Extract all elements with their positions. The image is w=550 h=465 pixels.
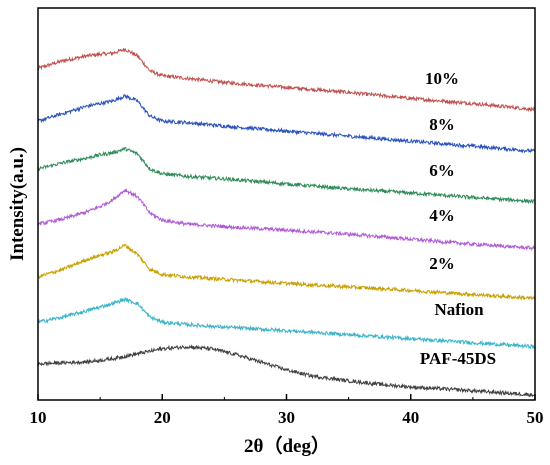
series-line-paf-45ds bbox=[37, 344, 536, 398]
series-label-6-: 6% bbox=[429, 161, 455, 180]
series-label-nafion: Nafion bbox=[434, 300, 484, 319]
x-tick-label: 40 bbox=[402, 408, 419, 427]
series-line-6- bbox=[37, 146, 536, 205]
series-line-8- bbox=[37, 93, 536, 154]
x-axis: 10 20 30 40 50 bbox=[30, 394, 544, 427]
series-label-paf-45ds: PAF-45DS bbox=[420, 349, 496, 368]
series-label-10-: 10% bbox=[425, 69, 459, 88]
series-label-2-: 2% bbox=[429, 254, 455, 273]
series-labels: 10% 8% 6% 4% 2% Nafion PAF-45DS bbox=[420, 69, 496, 368]
x-axis-title: 2θ（deg） bbox=[244, 434, 330, 457]
series-label-4-: 4% bbox=[429, 206, 455, 225]
series-line-nafion bbox=[37, 296, 536, 350]
series-line-4- bbox=[37, 188, 536, 252]
series-label-8-: 8% bbox=[429, 115, 455, 134]
series-group bbox=[37, 47, 536, 398]
x-tick-label: 10 bbox=[30, 408, 47, 427]
series-line-10- bbox=[37, 47, 536, 113]
series-line-2- bbox=[37, 243, 536, 301]
y-axis-title: Intensity(a.u.) bbox=[7, 147, 28, 261]
x-tick-label: 50 bbox=[527, 408, 544, 427]
x-tick-label: 30 bbox=[278, 408, 295, 427]
plot-frame bbox=[37, 7, 536, 401]
x-tick-label: 20 bbox=[154, 408, 171, 427]
